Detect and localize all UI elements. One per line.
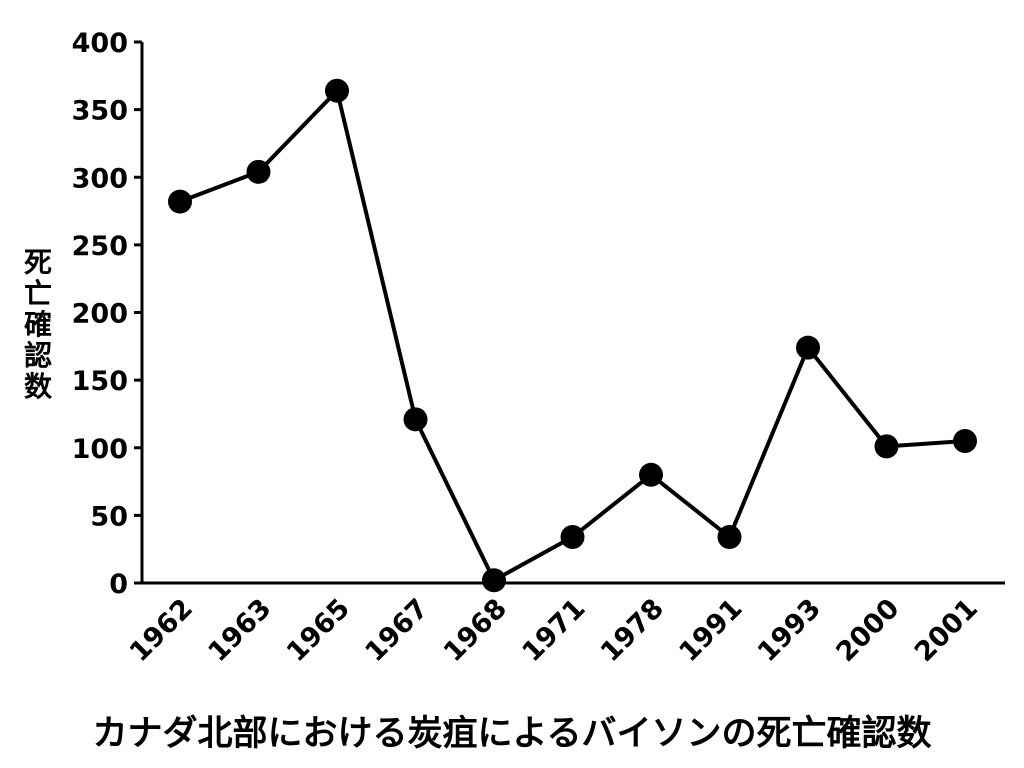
data-point-1963: [246, 159, 271, 184]
data-point-2000: [874, 434, 899, 459]
data-point-1993: [796, 335, 820, 360]
x-tick-label: 1963: [202, 593, 277, 668]
series-layer: [168, 78, 977, 593]
x-axis: 1962 1963 1965 1967 1968 1971 1978 1991 1993 2000…: [124, 581, 1005, 668]
y-tick-label: 300: [72, 163, 128, 194]
x-tick-label: 1971: [516, 593, 591, 668]
data-point-2001: [953, 428, 977, 453]
data-point-1978: [639, 462, 663, 487]
y-tick-label: 350: [72, 96, 128, 127]
y-tick-label: 0: [109, 569, 128, 600]
data-point-1968: [482, 568, 506, 593]
data-point-1965: [325, 78, 349, 103]
x-tick-label: 1978: [595, 593, 670, 668]
x-tick-label: 1965: [281, 593, 356, 668]
x-tick-label: 1962: [124, 593, 199, 668]
data-point-1967: [403, 407, 428, 432]
x-tick-label: 1968: [438, 593, 513, 668]
x-tick-label: 1991: [673, 593, 748, 668]
y-tick-label: 200: [72, 299, 128, 330]
data-point-1962: [168, 189, 192, 214]
x-tick-label: 2001: [909, 593, 984, 668]
y-axis: 0 50 100 150 200 250 300 350 400: [72, 28, 144, 600]
y-tick-label: 400: [72, 28, 128, 59]
x-tick-label: 2000: [830, 593, 905, 668]
chart-title: カナダ北部における炭疽によるバイソンの死亡確認数: [93, 714, 932, 754]
y-tick-label: 150: [72, 366, 128, 397]
x-tick-label: 1967: [359, 593, 434, 668]
series-line: [179, 88, 966, 583]
x-tick-label: 1993: [752, 593, 827, 668]
data-point-1971: [560, 525, 585, 550]
y-axis-label: 死亡確認数: [24, 246, 53, 403]
data-point-1991: [717, 525, 742, 550]
y-tick-label: 100: [72, 434, 128, 465]
y-tick-label: 250: [72, 231, 128, 262]
y-tick-label: 50: [90, 501, 128, 532]
